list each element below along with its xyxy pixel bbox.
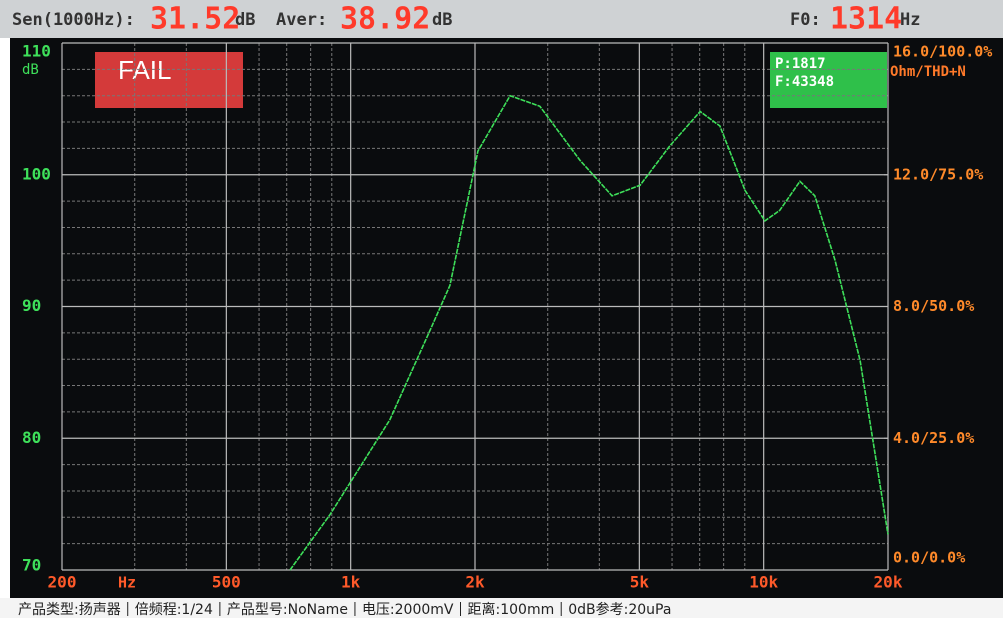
y2-tick-label: 8.0/50.0% — [893, 297, 974, 315]
sen-unit: dB — [235, 10, 255, 30]
analyzer-screen: Sen(1000Hz): 31.52 dB Aver: 38.92 dB F0:… — [0, 0, 1003, 618]
y-tick-label: 100 — [22, 164, 51, 183]
f0-unit: Hz — [900, 10, 920, 30]
y-axis-label: dB — [22, 62, 39, 78]
status-item: 距离:100mm — [468, 601, 555, 618]
x-tick-label: 200 — [48, 573, 77, 592]
f0-label: F0: — [790, 10, 821, 30]
y2-tick-label: 4.0/25.0% — [893, 429, 974, 447]
counter-f: F:43348 — [775, 74, 834, 90]
sen-value: 31.52 — [150, 2, 240, 37]
sen-label: Sen(1000Hz): — [12, 10, 135, 30]
y-tick-label: 80 — [22, 428, 41, 447]
x-tick-label: 20k — [874, 573, 903, 592]
y2-axis-label: Ohm/THD+N — [890, 64, 966, 80]
x-tick-label: 1k — [341, 573, 361, 592]
status-item: 产品类型:扬声器 — [18, 602, 121, 618]
f0-value: 1314 — [830, 2, 902, 37]
fail-text: FAIL — [118, 55, 171, 85]
status-item: 0dB参考:20uPa — [568, 601, 671, 618]
y2-tick-label: 0.0/0.0% — [893, 549, 965, 567]
aver-unit: dB — [432, 10, 452, 30]
y-tick-label: 70 — [22, 556, 41, 575]
y-tick-label: 110 — [22, 42, 51, 61]
status-item: 倍频程:1/24 — [135, 602, 213, 618]
x-tick-label: 500 — [212, 573, 241, 592]
x-axis-label: Hz — [118, 574, 136, 592]
aver-value: 38.92 — [340, 2, 430, 37]
x-tick-label: 5k — [630, 573, 650, 592]
y-tick-label: 90 — [22, 296, 41, 315]
page: Sen(1000Hz): 31.52 dB Aver: 38.92 dB F0:… — [0, 0, 1003, 618]
x-tick-label: 10k — [749, 573, 778, 592]
y2-tick-label: 16.0/100.0% — [893, 43, 992, 61]
status-item: 产品型号:NoName — [227, 602, 348, 618]
status-item: 电压:2000mV — [362, 602, 454, 618]
aver-label: Aver: — [276, 10, 327, 30]
y2-tick-label: 12.0/75.0% — [893, 165, 983, 183]
x-tick-label: 2k — [465, 573, 485, 592]
